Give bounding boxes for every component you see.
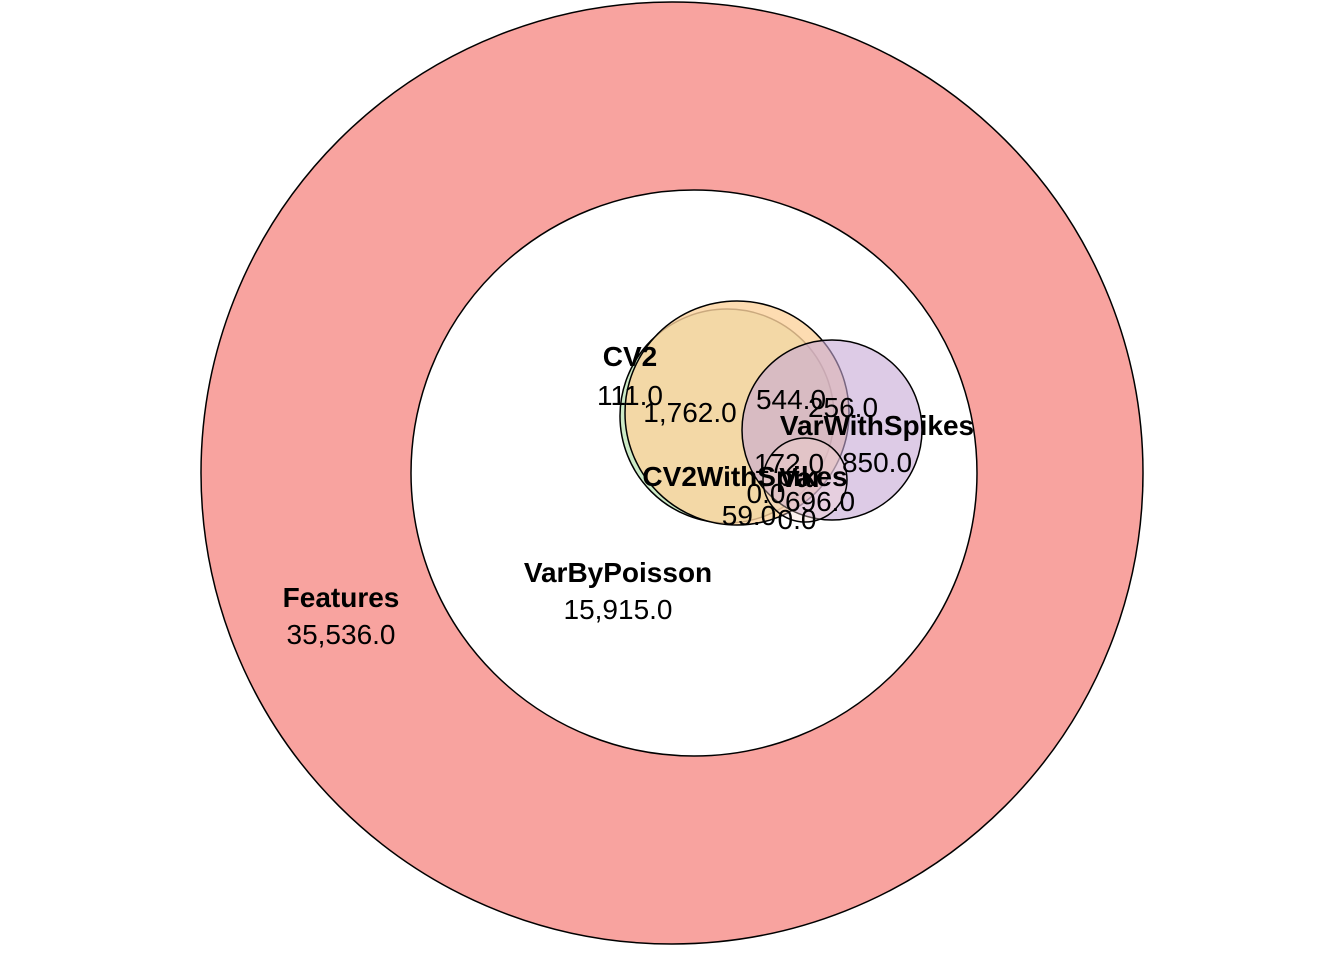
count-features-only: 35,536.0: [287, 619, 396, 650]
count-cv2-cv2withspikes-varwithspikes: 544.0: [756, 384, 826, 415]
label-var: Var: [779, 462, 823, 493]
set-var-circle: [762, 437, 848, 523]
label-cv2: CV2: [603, 341, 657, 372]
count-var-3: 696.0: [785, 486, 855, 517]
count-varwithspikes: 850.0: [842, 447, 912, 478]
count-cv2withspikes-varwithspikes: 256.0: [808, 392, 878, 423]
count-var-2: 0.0: [747, 478, 786, 509]
set-varwithspikes-circle: [741, 339, 923, 521]
count-cv2: 111.0: [597, 380, 663, 411]
count-var-1: 172.0: [754, 448, 824, 479]
label-features: Features: [283, 582, 400, 613]
label-varbypoisson: VarByPoisson: [524, 557, 712, 588]
label-cv2withspikes: CV2WithSpikes: [642, 461, 847, 492]
label-varwithspikes: VarWithSpikes: [780, 410, 974, 441]
count-varbypoisson-only: 15,915.0: [564, 594, 673, 625]
count-cv2-cv2withspikes: 1,762.0: [643, 397, 736, 428]
count-var-4: 0.0: [778, 504, 817, 535]
count-cv2withspikes-var: 59.0: [722, 500, 777, 531]
